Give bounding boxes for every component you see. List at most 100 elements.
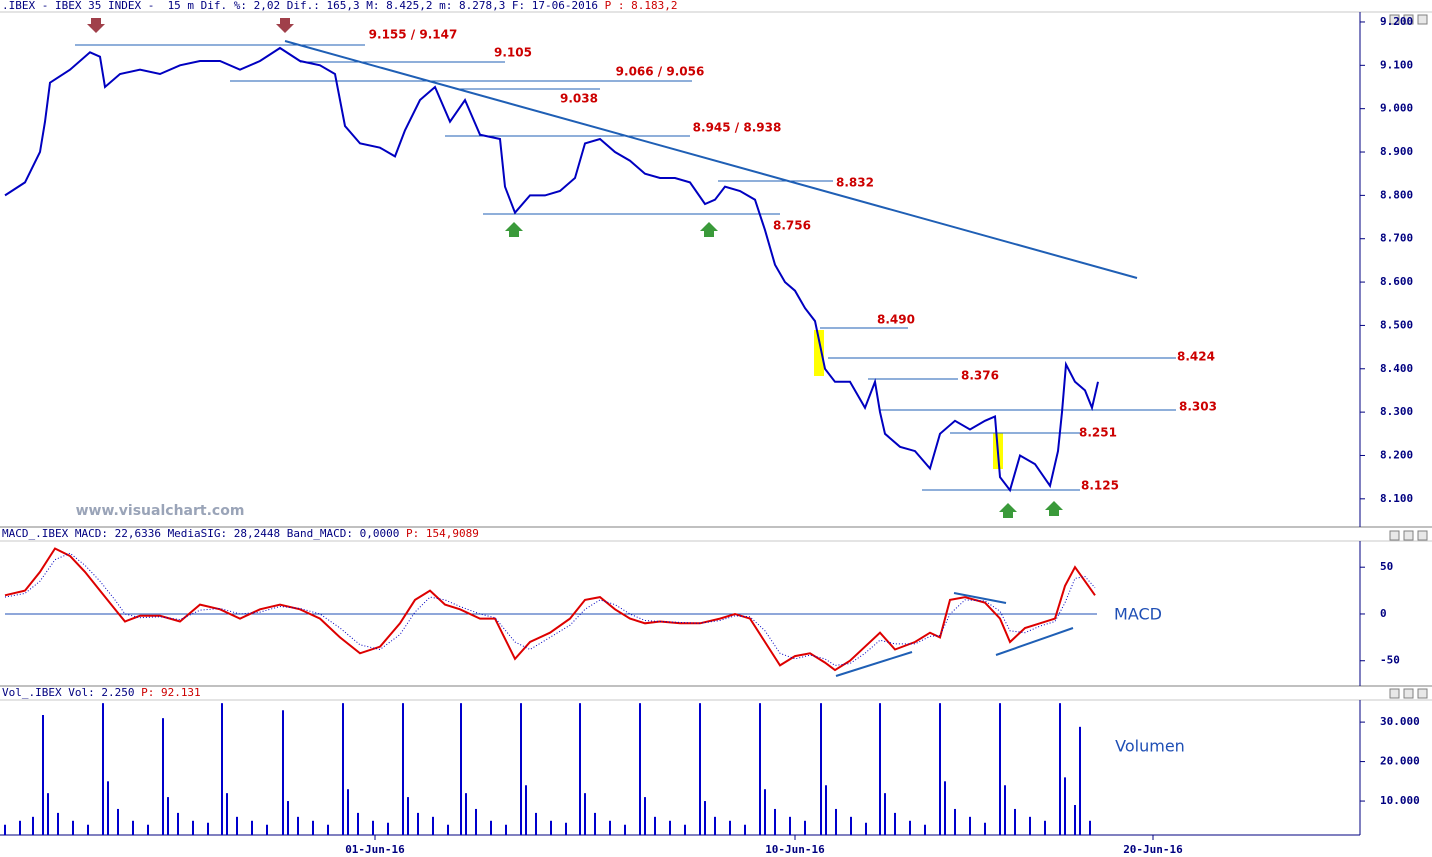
volume-bar — [1064, 777, 1066, 835]
level-label: 8.832 — [836, 176, 874, 190]
volume-bar — [894, 812, 896, 835]
level-label: 9.066 / 9.056 — [616, 65, 705, 79]
pane-buttons[interactable] — [1389, 14, 1428, 699]
volume-bar — [884, 793, 886, 835]
level-label: 8.376 — [961, 369, 999, 383]
volume-bar — [865, 822, 867, 835]
volume-bar — [684, 824, 686, 835]
level-label: 8.303 — [1179, 400, 1217, 414]
volume-bar — [954, 808, 956, 835]
y-tick-label: 20.000 — [1380, 755, 1420, 768]
volume-bar — [447, 824, 449, 835]
volume-bar — [550, 820, 552, 835]
level-label: 8.125 — [1081, 479, 1119, 493]
volume-bar — [147, 824, 149, 835]
volume-bar — [924, 824, 926, 835]
volume-bar — [177, 812, 179, 835]
volume-bar — [759, 703, 761, 835]
volume-bar — [669, 820, 671, 835]
volume-bar — [969, 816, 971, 835]
header-text: Vol_.IBEX Vol: 2.250 — [2, 686, 134, 699]
volume-bar — [221, 703, 223, 835]
volume-bar — [297, 816, 299, 835]
y-tick-label: 8.200 — [1380, 448, 1413, 461]
macd-trendline — [835, 651, 913, 677]
series-line — [4, 547, 1096, 672]
series-line — [4, 46, 1099, 493]
volume-bar — [87, 824, 89, 835]
level-label: 9.105 — [494, 46, 532, 60]
y-tick-label: 10.000 — [1380, 794, 1420, 807]
volume-bar — [584, 793, 586, 835]
volume-bar — [72, 820, 74, 835]
volume-bar — [251, 820, 253, 835]
volume-bar — [704, 801, 706, 835]
volume-bar — [744, 824, 746, 835]
volume-bar — [1059, 703, 1061, 835]
volume-bar — [654, 816, 656, 835]
volume-bar — [1089, 820, 1091, 835]
volume-bar — [579, 703, 581, 835]
volume-bar — [117, 808, 119, 835]
volume-bar — [282, 710, 284, 835]
down-arrows — [87, 18, 294, 33]
volume-bar — [729, 820, 731, 835]
volume-bar — [287, 801, 289, 835]
volume-bar — [1044, 820, 1046, 835]
volume-bar — [1074, 805, 1076, 835]
volume-bar — [644, 797, 646, 835]
level-label: 8.756 — [773, 219, 811, 233]
volume-bar — [850, 816, 852, 835]
volume-bar — [132, 820, 134, 835]
volume-bar — [594, 812, 596, 835]
header-text: MACD_.IBEX MACD: 22,6336 MediaSIG: 28,24… — [2, 527, 399, 540]
volume-bar — [32, 816, 34, 835]
volume-bar — [167, 797, 169, 835]
x-tick-label: 10-Jun-16 — [765, 843, 825, 856]
volume-bar — [909, 820, 911, 835]
volume-bar — [372, 820, 374, 835]
x-tick-label: 20-Jun-16 — [1123, 843, 1183, 856]
header-value: P: 154,9089 — [406, 527, 479, 540]
y-tick-label: 8.100 — [1380, 492, 1413, 505]
y-tick-label: 9.200 — [1380, 15, 1413, 28]
volume-bar — [102, 703, 104, 835]
pane-label: Volumen — [1115, 737, 1185, 756]
volume-bar — [1079, 726, 1081, 835]
header-price: P : 8.183,2 — [605, 0, 678, 12]
volume-bar — [999, 703, 1001, 835]
volume-bar — [192, 820, 194, 835]
header-value: P: 92.131 — [141, 686, 201, 699]
volume-bar — [520, 703, 522, 835]
y-tick-label: 8.500 — [1380, 318, 1413, 331]
volume-bar — [789, 816, 791, 835]
y-tick-label: 30.000 — [1380, 715, 1420, 728]
volume-bar — [387, 822, 389, 835]
volume-bar — [402, 703, 404, 835]
volume-bar — [162, 718, 164, 835]
volume-bar — [764, 789, 766, 835]
volume-bar — [4, 824, 6, 835]
y-tick-label: 8.600 — [1380, 275, 1413, 288]
volume-bar — [535, 812, 537, 835]
volume-bar — [505, 824, 507, 835]
y-tick-label: 8.400 — [1380, 362, 1413, 375]
volume-bar — [407, 797, 409, 835]
volume-bar — [804, 820, 806, 835]
volume-bar — [417, 812, 419, 835]
header-text: .IBEX - IBEX 35 INDEX - 15 m Dif. %: 2,0… — [2, 0, 598, 12]
volume-bar — [699, 703, 701, 835]
volume-bar — [1029, 816, 1031, 835]
volume-header: Vol_.IBEX Vol: 2.250 P: 92.131 — [2, 686, 201, 699]
volume-bar — [312, 820, 314, 835]
volume-bar — [490, 820, 492, 835]
volume-bar — [432, 816, 434, 835]
volume-bar — [525, 785, 527, 835]
x-tick-label: 01-Jun-16 — [345, 843, 405, 856]
y-tick-label: 0 — [1380, 607, 1387, 620]
volume-bar — [357, 812, 359, 835]
y-tick-label: -50 — [1380, 654, 1400, 667]
volume-bar — [460, 703, 462, 835]
